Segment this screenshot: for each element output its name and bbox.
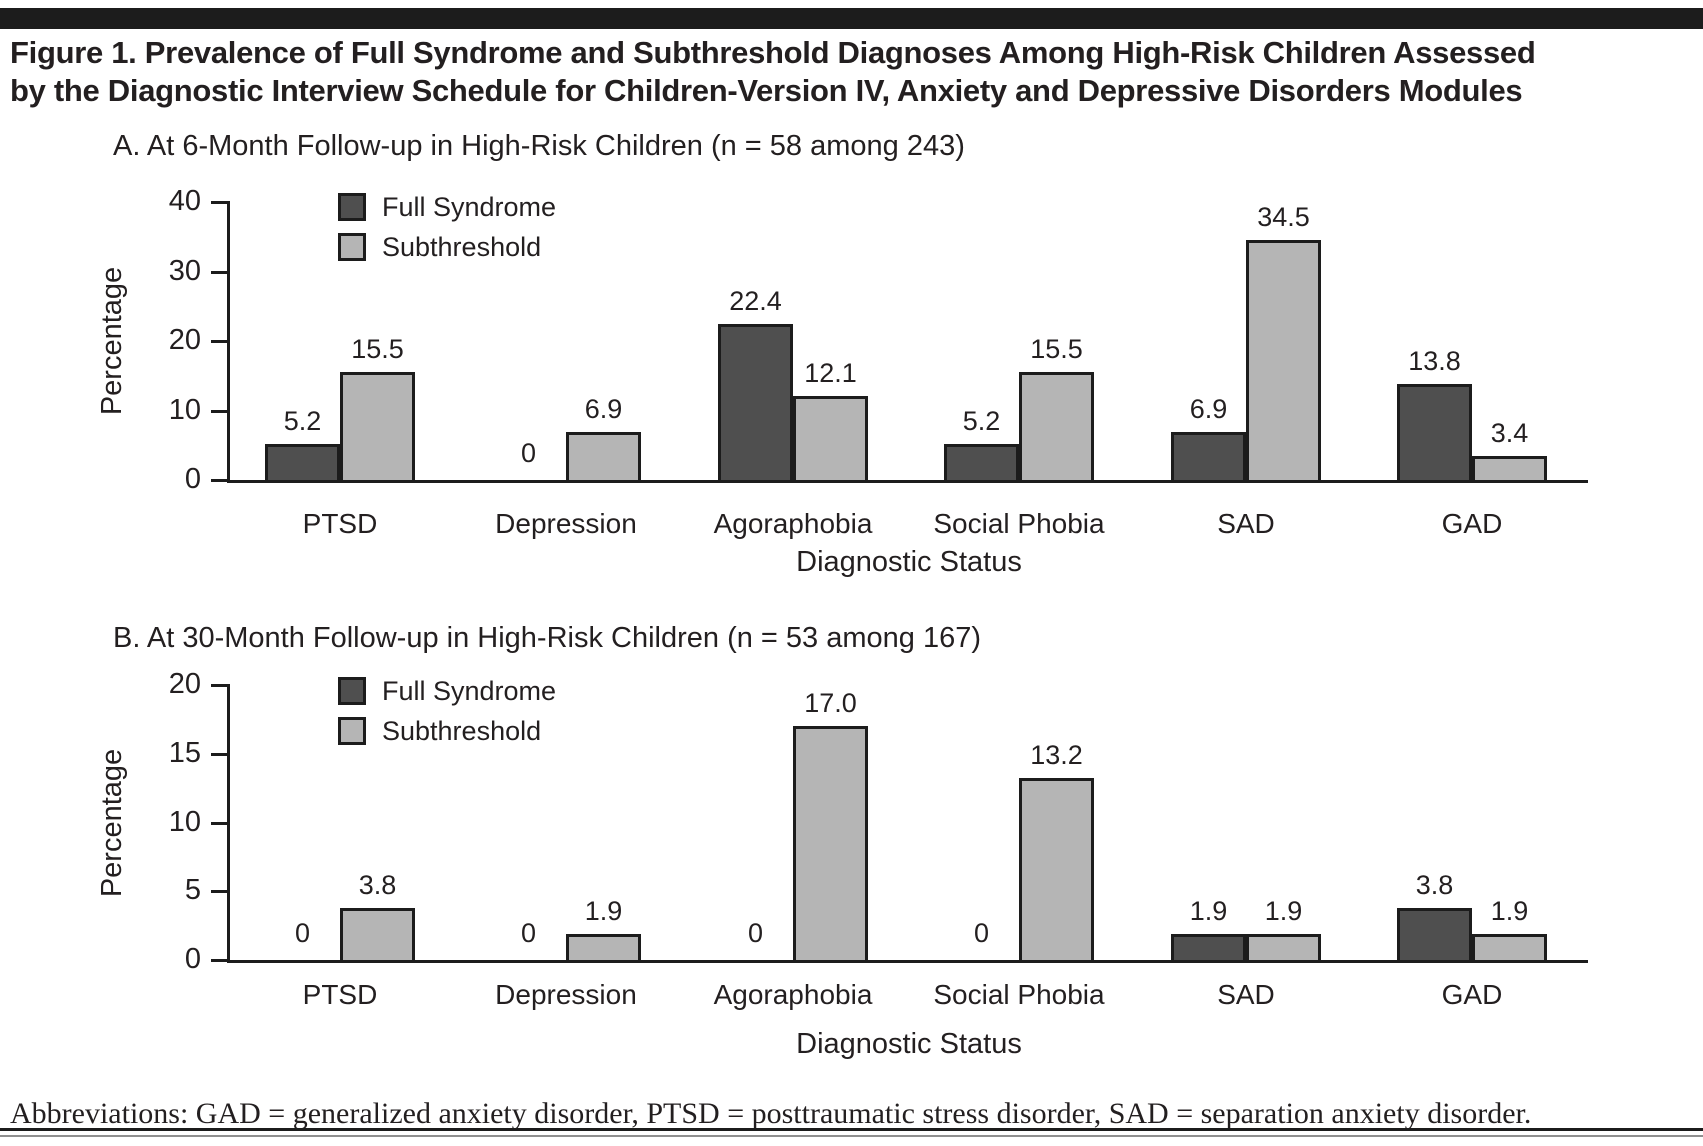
y-tick bbox=[211, 821, 227, 825]
bottom-rule-dark bbox=[0, 1128, 1703, 1131]
legend-label-subthreshold: Subthreshold bbox=[382, 716, 542, 746]
y-axis-line bbox=[227, 684, 230, 963]
bar-value-label: 0 bbox=[747, 918, 764, 948]
legend-swatch-full-syndrome bbox=[338, 193, 366, 221]
category-label-gad: GAD bbox=[1441, 508, 1503, 539]
category-label-agoraphobia: Agoraphobia bbox=[713, 979, 873, 1010]
y-tick bbox=[211, 479, 227, 482]
bar-full-syndrome-gad bbox=[1397, 908, 1472, 960]
bar-value-label: 3.8 bbox=[1415, 870, 1454, 900]
y-tick-label: 40 bbox=[168, 185, 201, 217]
x-axis-line bbox=[227, 480, 1588, 483]
x-axis-title: Diagnostic Status bbox=[796, 1028, 1022, 1060]
bar-full-syndrome-agoraphobia bbox=[718, 324, 793, 480]
category-label-sad: SAD bbox=[1217, 979, 1275, 1010]
category-label-social-phobia: Social Phobia bbox=[933, 979, 1105, 1010]
bar-value-label: 0 bbox=[520, 438, 537, 468]
bar-value-label: 1.9 bbox=[1490, 896, 1529, 926]
y-axis-line bbox=[227, 201, 230, 483]
top-rule bbox=[0, 8, 1703, 29]
category-label-ptsd: PTSD bbox=[302, 508, 378, 539]
bar-subthreshold-agoraphobia bbox=[793, 726, 868, 960]
bar-value-label: 17.0 bbox=[804, 688, 857, 718]
bar-value-label: 0 bbox=[973, 918, 990, 948]
bar-full-syndrome-social-phobia bbox=[944, 444, 1019, 480]
category-label-sad: SAD bbox=[1217, 508, 1275, 539]
y-tick-label: 20 bbox=[168, 668, 201, 700]
y-tick-label: 10 bbox=[168, 805, 201, 838]
bar-subthreshold-ptsd bbox=[340, 908, 415, 960]
bar-value-label: 15.5 bbox=[1030, 334, 1083, 364]
bar-subthreshold-sad bbox=[1246, 240, 1321, 480]
bar-full-syndrome-gad bbox=[1397, 384, 1472, 480]
bar-value-label: 1.9 bbox=[1264, 896, 1303, 926]
y-tick-label: 20 bbox=[168, 324, 201, 356]
bar-value-label: 3.4 bbox=[1490, 418, 1529, 448]
bar-value-label: 5.2 bbox=[962, 406, 1001, 436]
bar-value-label: 0 bbox=[294, 918, 311, 948]
legend-label-full-syndrome: Full Syndrome bbox=[382, 676, 557, 706]
bar-subthreshold-social-phobia bbox=[1019, 778, 1094, 960]
y-tick bbox=[211, 409, 227, 413]
y-tick-label: 0 bbox=[184, 463, 201, 495]
legend-swatch-full-syndrome bbox=[338, 677, 366, 705]
figure-title-line2: by the Diagnostic Interview Schedule for… bbox=[10, 73, 1523, 108]
y-tick bbox=[211, 270, 227, 274]
bar-subthreshold-sad bbox=[1246, 934, 1321, 960]
legend-label-subthreshold: Subthreshold bbox=[382, 232, 542, 262]
bar-subthreshold-gad bbox=[1472, 456, 1547, 480]
legend-swatch-subthreshold bbox=[338, 233, 366, 261]
bar-value-label: 22.4 bbox=[729, 286, 782, 316]
bar-value-label: 3.8 bbox=[358, 870, 397, 900]
bar-value-label: 34.5 bbox=[1257, 202, 1310, 232]
category-label-gad: GAD bbox=[1441, 979, 1503, 1010]
bar-value-label: 13.8 bbox=[1408, 346, 1461, 376]
y-tick-label: 5 bbox=[184, 874, 201, 907]
legend-swatch-subthreshold bbox=[338, 717, 366, 745]
y-tick-label: 0 bbox=[184, 943, 201, 975]
bar-value-label: 1.9 bbox=[1189, 896, 1228, 926]
panel-header: A. At 6-Month Follow-up in High-Risk Chi… bbox=[113, 130, 965, 162]
bar-value-label: 12.1 bbox=[804, 358, 857, 388]
bar-value-label: 0 bbox=[520, 918, 537, 948]
bar-subthreshold-gad bbox=[1472, 934, 1547, 960]
bar-value-label: 13.2 bbox=[1030, 740, 1083, 770]
y-tick bbox=[211, 890, 227, 894]
y-tick-label: 30 bbox=[168, 254, 201, 287]
x-axis-title: Diagnostic Status bbox=[796, 546, 1022, 578]
bottom-rule-light bbox=[0, 1135, 1703, 1137]
panel-header: B. At 30-Month Follow-up in High-Risk Ch… bbox=[113, 622, 982, 654]
bar-subthreshold-depression bbox=[566, 432, 641, 480]
y-tick bbox=[211, 684, 227, 687]
category-label-social-phobia: Social Phobia bbox=[933, 508, 1105, 539]
bar-value-label: 15.5 bbox=[351, 334, 404, 364]
category-label-depression: Depression bbox=[495, 508, 637, 539]
category-label-ptsd: PTSD bbox=[302, 979, 378, 1010]
y-tick-label: 10 bbox=[168, 393, 201, 426]
bar-subthreshold-social-phobia bbox=[1019, 372, 1094, 480]
bar-full-syndrome-sad bbox=[1171, 934, 1246, 960]
y-tick bbox=[211, 752, 227, 756]
bar-full-syndrome-sad bbox=[1171, 432, 1246, 480]
x-axis-line bbox=[227, 960, 1588, 963]
bar-full-syndrome-ptsd bbox=[265, 444, 340, 480]
legend-label-full-syndrome: Full Syndrome bbox=[382, 192, 557, 222]
abbreviations-note: Abbreviations: GAD = generalized anxiety… bbox=[10, 1097, 1532, 1130]
bar-subthreshold-agoraphobia bbox=[793, 396, 868, 480]
bar-value-label: 5.2 bbox=[283, 406, 322, 436]
bar-value-label: 6.9 bbox=[584, 394, 623, 424]
y-tick bbox=[211, 201, 227, 204]
figure-title-line1: Figure 1. Prevalence of Full Syndrome an… bbox=[10, 35, 1536, 70]
y-tick bbox=[211, 959, 227, 962]
bar-subthreshold-depression bbox=[566, 934, 641, 960]
bar-value-label: 1.9 bbox=[584, 896, 623, 926]
y-tick-label: 15 bbox=[168, 736, 201, 769]
category-label-depression: Depression bbox=[495, 979, 637, 1010]
y-tick bbox=[211, 340, 227, 343]
bar-subthreshold-ptsd bbox=[340, 372, 415, 480]
bar-value-label: 6.9 bbox=[1189, 394, 1228, 424]
category-label-agoraphobia: Agoraphobia bbox=[713, 508, 873, 539]
